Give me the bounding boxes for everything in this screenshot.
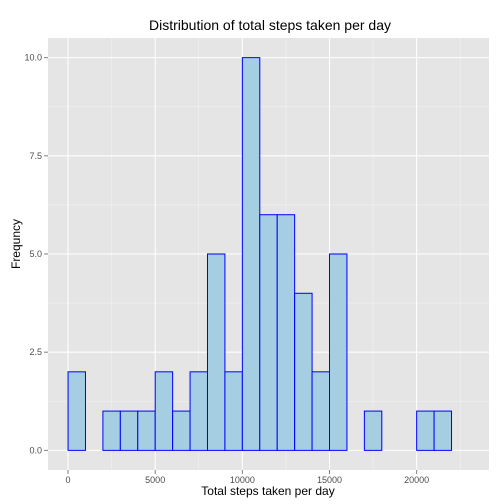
histogram-bar — [119, 410, 139, 451]
histogram-bar — [67, 371, 86, 451]
histogram-bar — [206, 253, 226, 451]
histogram-bar — [259, 214, 278, 451]
x-tick-label: 10000 — [230, 475, 255, 485]
histogram-bar — [363, 410, 383, 451]
x-axis-title: Total steps taken per day — [201, 484, 334, 498]
x-tick-label: 0 — [66, 475, 71, 485]
y-tick-label: 7.5 — [29, 151, 42, 161]
y-axis-title: Frequncy — [9, 219, 23, 269]
chart-title: Distribution of total steps taken per da… — [149, 17, 391, 33]
bars — [67, 57, 453, 451]
histogram-bar — [154, 371, 174, 451]
histogram-bar — [294, 292, 313, 451]
histogram-bar — [276, 214, 296, 451]
histogram-bar — [329, 253, 348, 451]
histogram-bar — [189, 371, 208, 451]
x-tick-label: 15000 — [317, 475, 342, 485]
histogram-bar — [311, 371, 331, 451]
histogram-bar — [224, 371, 243, 451]
histogram-bar — [416, 410, 435, 451]
x-axis-ticks: 0 5000 10000 15000 20000 — [66, 470, 429, 485]
x-tick-label: 5000 — [145, 475, 165, 485]
y-tick-label: 10.0 — [24, 53, 42, 63]
histogram-bar — [137, 410, 156, 451]
y-tick-label: 5.0 — [29, 249, 42, 259]
histogram-bar — [172, 410, 191, 451]
histogram-bar — [433, 410, 453, 451]
histogram-bar — [102, 410, 121, 451]
y-axis-ticks: 0.0 2.5 5.0 7.5 10.0 — [24, 53, 48, 455]
histogram-bar — [241, 57, 261, 451]
y-tick-label: 2.5 — [29, 347, 42, 357]
x-tick-label: 20000 — [404, 475, 429, 485]
y-tick-label: 0.0 — [29, 445, 42, 455]
